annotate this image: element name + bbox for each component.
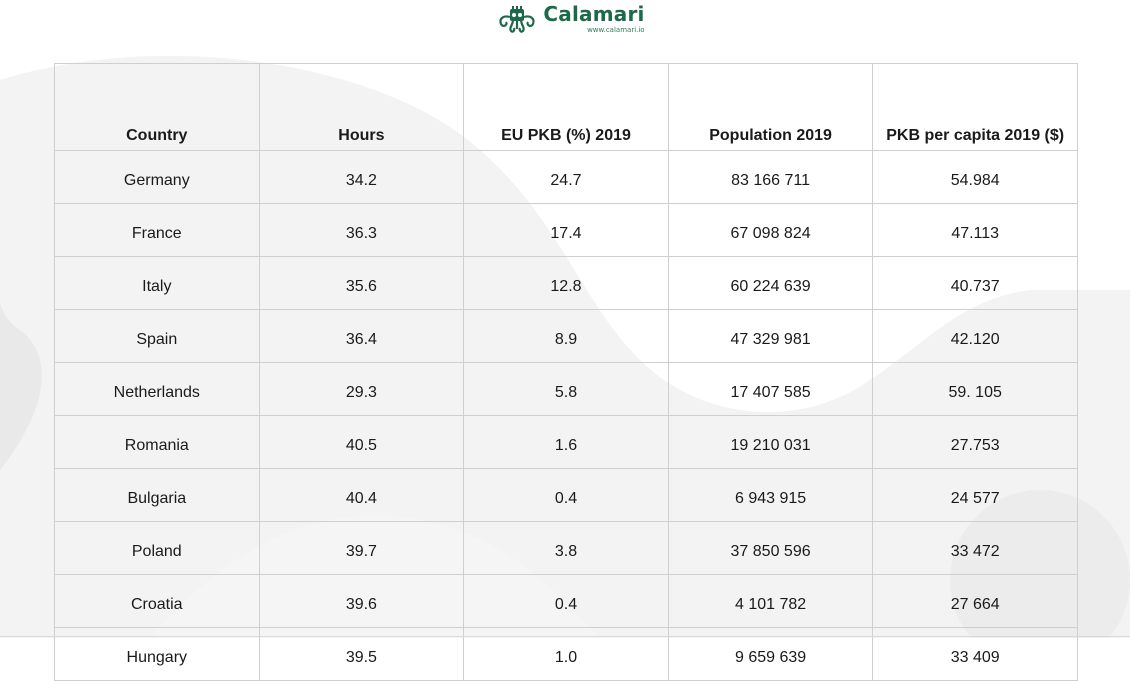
- cell-pkb-per-capita: 27.753: [872, 415, 1078, 469]
- cell-hours: 40.4: [258, 468, 465, 522]
- cell-country: Bulgaria: [54, 468, 260, 522]
- cell-pkb-per-capita: 59. 105: [872, 362, 1078, 416]
- octopus-logo-icon: [499, 6, 535, 33]
- cell-population: 47 329 981: [667, 309, 874, 363]
- header-hours: Hours: [258, 63, 465, 151]
- cell-country: Italy: [54, 256, 260, 310]
- cell-eu-pkb: 1.6: [463, 415, 669, 469]
- header-pkb-per-capita: PKB per capita 2019 ($): [872, 63, 1078, 151]
- cell-eu-pkb: 17.4: [463, 203, 669, 257]
- cell-hours: 29.3: [258, 362, 465, 416]
- footer-divider: [0, 636, 1130, 637]
- cell-hours: 34.2: [258, 150, 465, 204]
- brand-name: Calamari: [543, 2, 645, 26]
- cell-pkb-per-capita: 27 664: [872, 574, 1078, 628]
- header: Calamari www.calamari.io: [0, 0, 1130, 44]
- cell-pkb-per-capita: 33 472: [872, 521, 1078, 575]
- cell-pkb-per-capita: 40.737: [872, 256, 1078, 310]
- table-row: France 36.3 17.4 67 098 824 47.113: [54, 203, 1078, 257]
- cell-pkb-per-capita: 42.120: [872, 309, 1078, 363]
- cell-pkb-per-capita: 54.984: [872, 150, 1078, 204]
- header-population: Population 2019: [667, 63, 874, 151]
- table-row: Spain 36.4 8.9 47 329 981 42.120: [54, 309, 1078, 363]
- header-country: Country: [54, 63, 260, 151]
- cell-eu-pkb: 0.4: [463, 468, 669, 522]
- cell-hours: 40.5: [258, 415, 465, 469]
- cell-hours: 35.6: [258, 256, 465, 310]
- cell-population: 19 210 031: [667, 415, 874, 469]
- cell-country: Romania: [54, 415, 260, 469]
- table-row: Italy 35.6 12.8 60 224 639 40.737: [54, 256, 1078, 310]
- cell-population: 6 943 915: [667, 468, 874, 522]
- table-row: Germany 34.2 24.7 83 166 711 54.984: [54, 150, 1078, 204]
- cell-hours: 39.6: [258, 574, 465, 628]
- cell-country: Germany: [54, 150, 260, 204]
- cell-population: 17 407 585: [667, 362, 874, 416]
- brand-logo[interactable]: Calamari www.calamari.io: [497, 2, 645, 35]
- cell-population: 67 098 824: [667, 203, 874, 257]
- header-eu-pkb: EU PKB (%) 2019: [463, 63, 669, 151]
- cell-hours: 36.3: [258, 203, 465, 257]
- cell-population: 4 101 782: [667, 574, 874, 628]
- cell-eu-pkb: 8.9: [463, 309, 669, 363]
- table-row: Poland 39.7 3.8 37 850 596 33 472: [54, 521, 1078, 575]
- cell-country: France: [54, 203, 260, 257]
- brand-url: www.calamari.io: [587, 26, 645, 34]
- cell-eu-pkb: 24.7: [463, 150, 669, 204]
- cell-population: 60 224 639: [667, 256, 874, 310]
- cell-country: Spain: [54, 309, 260, 363]
- data-table: Country Hours EU PKB (%) 2019 Population…: [54, 63, 1078, 681]
- cell-eu-pkb: 0.4: [463, 574, 669, 628]
- table-header-row: Country Hours EU PKB (%) 2019 Population…: [54, 63, 1078, 151]
- cell-population: 83 166 711: [667, 150, 874, 204]
- cell-eu-pkb: 3.8: [463, 521, 669, 575]
- cell-population: 37 850 596: [667, 521, 874, 575]
- table-row: Bulgaria 40.4 0.4 6 943 915 24 577: [54, 468, 1078, 522]
- cell-pkb-per-capita: 24 577: [872, 468, 1078, 522]
- cell-eu-pkb: 12.8: [463, 256, 669, 310]
- cell-country: Croatia: [54, 574, 260, 628]
- cell-country: Poland: [54, 521, 260, 575]
- cell-eu-pkb: 5.8: [463, 362, 669, 416]
- cell-hours: 36.4: [258, 309, 465, 363]
- table-row: Croatia 39.6 0.4 4 101 782 27 664: [54, 574, 1078, 628]
- cell-hours: 39.7: [258, 521, 465, 575]
- table-row: Netherlands 29.3 5.8 17 407 585 59. 105: [54, 362, 1078, 416]
- cell-pkb-per-capita: 47.113: [872, 203, 1078, 257]
- cell-country: Netherlands: [54, 362, 260, 416]
- table-row: Romania 40.5 1.6 19 210 031 27.753: [54, 415, 1078, 469]
